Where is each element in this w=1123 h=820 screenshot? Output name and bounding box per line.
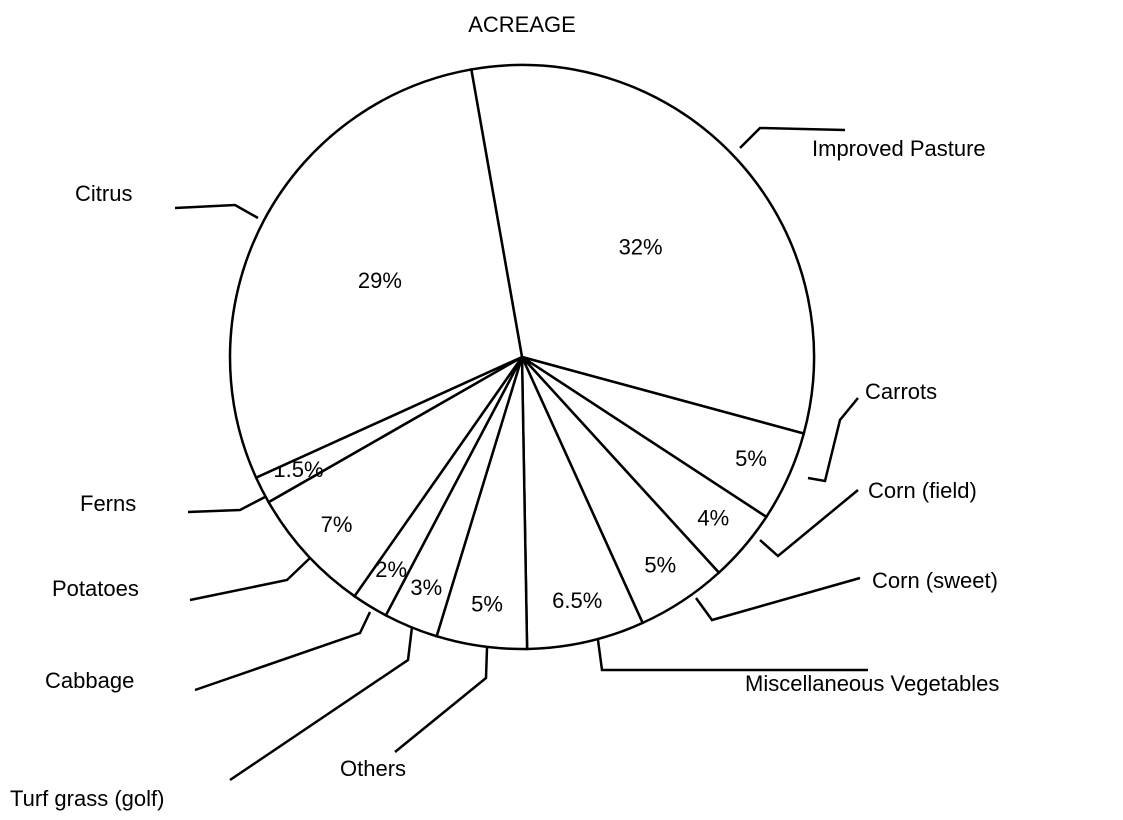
leader-line [229, 626, 414, 782]
category-label: Others [340, 756, 406, 781]
value-label: 6.5% [552, 588, 602, 613]
leader-line [739, 126, 846, 149]
chart-title: ACREAGE [468, 12, 576, 37]
category-label: Corn (field) [868, 478, 977, 503]
leader-line [174, 203, 259, 220]
category-label: Cabbage [45, 668, 134, 693]
category-label: Citrus [75, 181, 132, 206]
value-label: 4% [697, 506, 729, 531]
leader-line [807, 397, 859, 483]
leader-line [187, 495, 266, 514]
pie-slice [266, 355, 524, 598]
category-label: Improved Pasture [812, 136, 986, 161]
leader-line [596, 639, 868, 672]
value-label: 7% [321, 512, 353, 537]
leader-line [694, 576, 861, 622]
category-label: Miscellaneous Vegetables [745, 671, 999, 696]
value-label: 29% [358, 268, 402, 293]
category-label: Potatoes [52, 576, 139, 601]
pie-slice [228, 67, 524, 480]
value-label: 32% [619, 235, 663, 260]
category-label: Carrots [865, 379, 937, 404]
leader-line [759, 489, 859, 558]
value-label: 2% [375, 557, 407, 582]
leader-line [189, 557, 311, 602]
value-label: 5% [471, 591, 503, 616]
pie-slice [469, 63, 816, 436]
category-label: Turf grass (golf) [10, 786, 164, 811]
leader-line [394, 647, 489, 753]
pie-slice [520, 356, 645, 651]
category-label: Corn (sweet) [872, 568, 998, 593]
value-label: 5% [644, 552, 676, 577]
category-label: Ferns [80, 491, 136, 516]
value-label: 3% [410, 575, 442, 600]
value-label: 5% [735, 446, 767, 471]
leader-line [194, 611, 372, 692]
